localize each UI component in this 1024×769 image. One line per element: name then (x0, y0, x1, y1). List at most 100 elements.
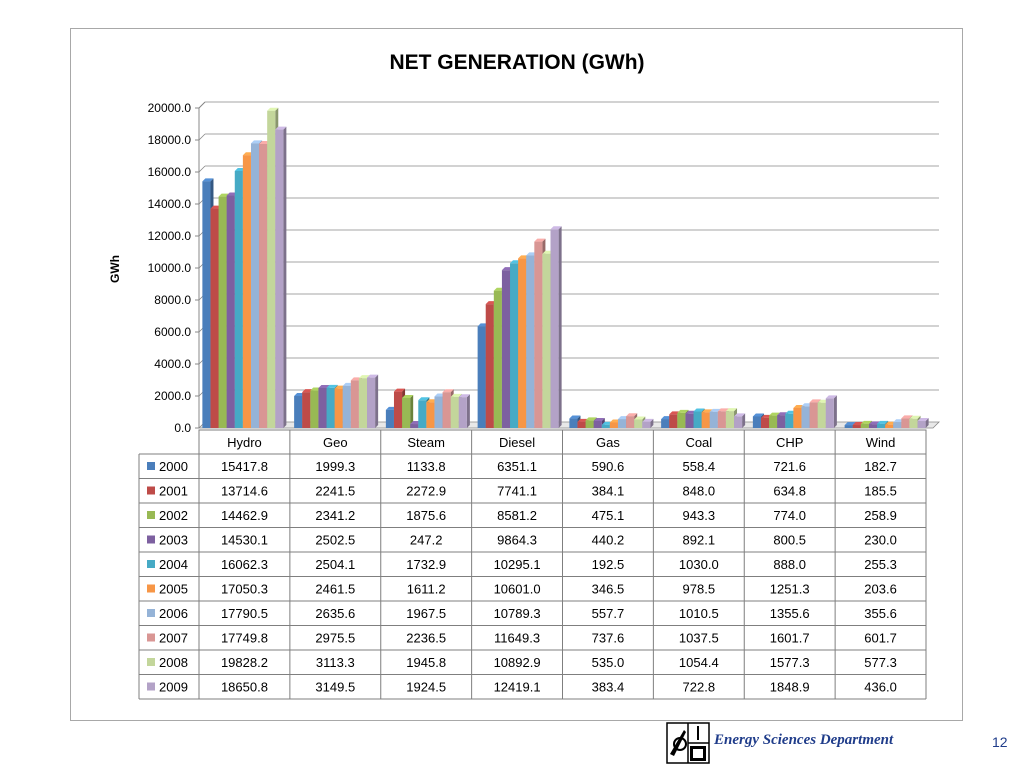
bar-front (226, 195, 235, 428)
legend-label: 2007 (159, 631, 188, 646)
bar-top (202, 178, 214, 182)
bar-top (769, 412, 781, 416)
bar-front (685, 413, 694, 428)
bar-front (885, 424, 894, 428)
bar-front (809, 402, 818, 428)
bar-side (833, 395, 837, 428)
legend-swatch-2006 (147, 609, 155, 617)
bar-hydro-2009 (275, 126, 287, 429)
bar-top (909, 415, 921, 419)
table-cell: 558.4 (683, 459, 716, 474)
table-cell: 258.9 (864, 508, 897, 523)
bar-top (450, 393, 462, 397)
chart-title: NET GENERATION (GWh) (389, 51, 644, 74)
bar-front (294, 396, 303, 428)
bar-top (752, 413, 764, 417)
bar-front (342, 385, 351, 428)
table-cell: 721.6 (773, 459, 806, 474)
gridlines (198, 101, 940, 429)
bar-top (917, 418, 929, 422)
bar-front (450, 396, 459, 428)
bar-top (569, 415, 581, 419)
bar-top (717, 408, 729, 412)
table-cell: 2504.1 (315, 557, 355, 572)
table-cell: 230.0 (864, 533, 897, 548)
bar-top (844, 422, 856, 426)
bar-front (426, 402, 435, 428)
bar-top (585, 417, 597, 421)
table-cell: 436.0 (864, 680, 897, 695)
bar-front (569, 418, 578, 428)
bar-front (267, 110, 276, 428)
bar-front (777, 415, 786, 428)
table-cell: 9864.3 (497, 533, 537, 548)
legend-label: 2005 (159, 582, 188, 597)
bar-front (534, 241, 543, 428)
table-cell: 1133.8 (407, 459, 446, 474)
table-cell: 943.3 (683, 508, 716, 523)
bar-top (734, 413, 746, 417)
table-cell: 2502.5 (315, 533, 355, 548)
x-category-label: Coal (685, 435, 712, 450)
table-cell: 185.5 (864, 484, 897, 499)
page-number: 12 (992, 734, 1008, 750)
bar-front (642, 421, 651, 428)
bar-front (310, 390, 319, 428)
table-cell: 1251.3 (770, 582, 810, 597)
bar-front (769, 415, 778, 428)
legend-label: 2001 (159, 484, 188, 499)
bar-top (809, 399, 821, 403)
bar-front (709, 411, 718, 428)
bar-front (725, 411, 735, 428)
bar-top (326, 384, 338, 388)
table-cell: 1601.7 (770, 631, 810, 646)
bar-front (577, 421, 586, 428)
bar-front (669, 414, 678, 428)
table-cell: 440.2 (592, 533, 625, 548)
bar-front (501, 270, 511, 428)
bar-side (925, 418, 929, 428)
table-cell: 590.6 (592, 459, 625, 474)
bar-top (393, 388, 406, 392)
table-cell: 1355.6 (770, 606, 810, 621)
bar-top (367, 374, 379, 378)
x-category-label: CHP (776, 435, 803, 450)
table-cell: 2241.5 (315, 484, 355, 499)
bar-front (785, 413, 794, 428)
bar-front (358, 378, 368, 428)
table-cell: 15417.8 (221, 459, 268, 474)
bar-steam-2002 (402, 394, 414, 428)
bar-top (550, 226, 562, 230)
table-cell: 19828.2 (221, 655, 268, 670)
bar-top (709, 408, 721, 412)
net-generation-chart: NET GENERATION (GWh) GWh 0.0 2000.0 4000.0… (108, 51, 940, 700)
table-cell: 1037.5 (679, 631, 719, 646)
bar-side (650, 418, 654, 428)
table-cell: 17749.8 (221, 631, 268, 646)
bar-top (701, 409, 713, 413)
bar-front (250, 143, 260, 428)
legend-swatch-2003 (147, 535, 155, 544)
bar-front (242, 155, 251, 428)
y-tick-label: 16000.0 (148, 165, 192, 179)
bar-top (677, 409, 689, 413)
table-cell: 12419.1 (494, 680, 541, 695)
bar-side (283, 126, 287, 429)
bar-front (626, 416, 635, 428)
bar-top (693, 408, 705, 412)
bar-front (585, 420, 594, 428)
bar-front (434, 396, 443, 428)
legend-swatch-2005 (147, 584, 155, 593)
gridline-depth (198, 165, 206, 173)
table-cell: 17790.5 (221, 606, 268, 621)
legend-label: 2000 (159, 459, 188, 474)
bar-front (825, 398, 834, 428)
legend-label: 2002 (159, 508, 188, 523)
bar-front (909, 418, 918, 428)
table-cell: 1030.0 (679, 557, 719, 572)
table-cell: 255.3 (864, 557, 897, 572)
bar-front (601, 424, 610, 428)
gridline-depth (198, 133, 206, 141)
bar-front (259, 144, 268, 428)
bar-front (917, 421, 926, 428)
